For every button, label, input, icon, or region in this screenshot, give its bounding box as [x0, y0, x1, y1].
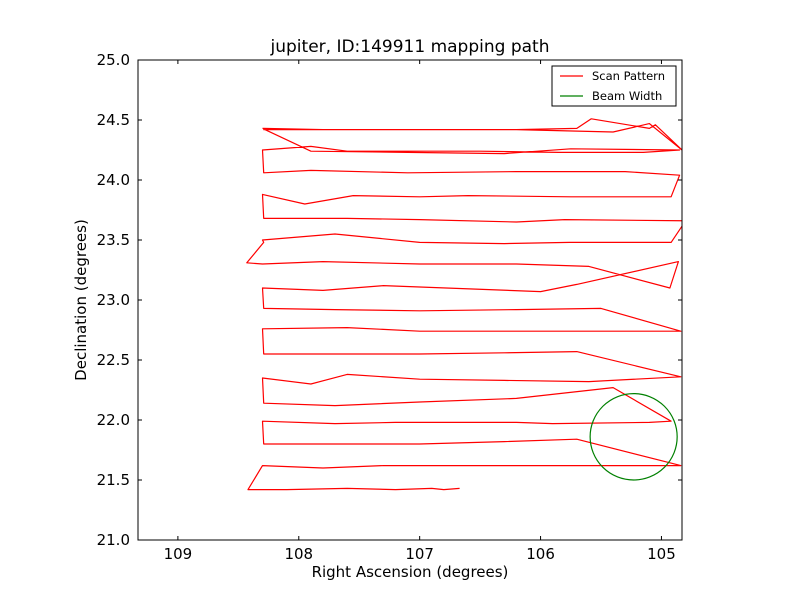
series-line-scan-pattern: [246, 118, 682, 491]
y-axis-label: Declination (degrees): [72, 219, 90, 381]
legend: Scan Pattern Beam Width: [551, 65, 677, 107]
x-tick-label: 109: [164, 545, 193, 563]
legend-label-scan-pattern: Scan Pattern: [592, 69, 665, 83]
legend-label-beam-width: Beam Width: [592, 89, 662, 103]
beam-width-circle: [589, 392, 678, 481]
y-tick-label: 23.0: [97, 291, 130, 309]
x-tick-label: 108: [284, 545, 313, 563]
y-tick-label: 22.0: [97, 411, 130, 429]
y-tick-label: 25.0: [97, 51, 130, 69]
x-tick-label: 107: [405, 545, 434, 563]
x-axis-label: Right Ascension (degrees): [312, 563, 509, 581]
legend-box: [551, 65, 677, 107]
y-tick-label: 24.0: [97, 171, 130, 189]
y-tick-label: 22.5: [97, 351, 130, 369]
y-tick-label: 24.5: [97, 111, 130, 129]
axis-ticks: 109 108 107 106 105 21.0 21.5 22.0 22.5 23.0 23.5 2…: [97, 51, 682, 563]
x-tick-label: 106: [526, 545, 555, 563]
y-tick-label: 23.5: [97, 231, 130, 249]
y-tick-label: 21.0: [97, 531, 130, 549]
plot-area: [246, 118, 682, 491]
x-tick-label: 105: [647, 545, 676, 563]
plot-content: [246, 118, 682, 491]
chart-title: jupiter, ID:149911 mapping path: [270, 37, 550, 57]
y-tick-label: 21.5: [97, 471, 130, 489]
